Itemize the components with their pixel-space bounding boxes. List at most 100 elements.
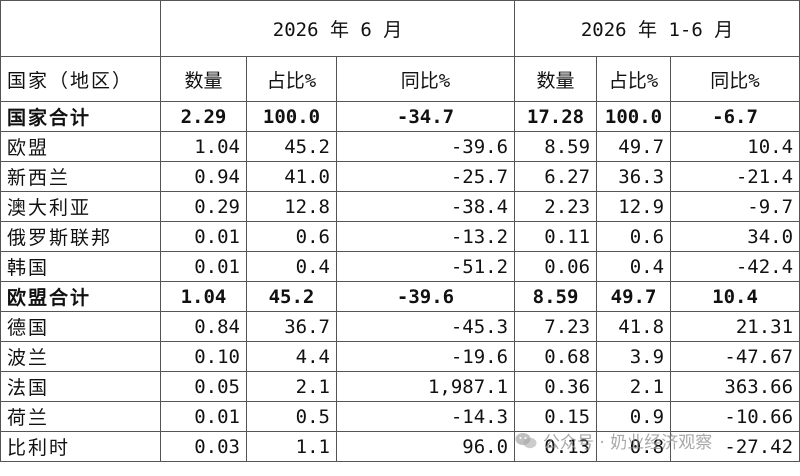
- ytd-qty-cell: 0.06: [514, 251, 598, 282]
- ytd-yoy-cell: -10.66: [670, 401, 800, 432]
- share-cell: 12.8: [246, 191, 337, 222]
- qty-cell: 1.04: [160, 281, 247, 312]
- share-cell: 41.0: [246, 161, 337, 192]
- yoy-cell: -45.3: [335, 311, 516, 342]
- ytd-qty-cell: 6.27: [514, 161, 598, 192]
- qty-cell: 0.05: [160, 371, 247, 402]
- column-header-row: 国家（地区） 数量 占比% 同比% 数量 占比% 同比%: [0, 56, 800, 102]
- yoy-cell: -39.6: [335, 281, 516, 312]
- ytd-share-cell: 2.1: [596, 371, 672, 402]
- ytd-yoy-cell: -9.7: [670, 191, 800, 222]
- yoy-cell: -25.7: [335, 161, 516, 192]
- yoy-cell: -38.4: [335, 191, 516, 222]
- table-row: 澳大利亚 0.29 12.8 -38.4 2.23 12.9 -9.7: [0, 191, 800, 222]
- ytd-share-cell: 36.3: [596, 161, 672, 192]
- ytd-share-cell: 12.9: [596, 191, 672, 222]
- ytd-yoy-column-header: 同比%: [670, 56, 800, 102]
- region-column-header: 国家（地区）: [0, 56, 161, 102]
- region-cell: 欧盟合计: [0, 281, 161, 312]
- qty-column-header: 数量: [160, 56, 247, 102]
- ytd-qty-cell: 0.36: [514, 371, 598, 402]
- share-cell: 45.2: [246, 281, 337, 312]
- table-row: 法国 0.05 2.1 1,987.1 0.36 2.1 363.66: [0, 371, 800, 402]
- share-column-header: 占比%: [246, 56, 337, 102]
- ytd-yoy-cell: -6.7: [670, 101, 800, 132]
- ytd-yoy-cell: 10.4: [670, 131, 800, 162]
- yoy-cell: -13.2: [335, 221, 516, 252]
- qty-cell: 0.29: [160, 191, 247, 222]
- region-cell: 韩国: [0, 251, 161, 282]
- ytd-yoy-cell: -21.4: [670, 161, 800, 192]
- qty-cell: 0.03: [160, 431, 247, 462]
- table-row: 比利时 0.03 1.1 96.0 0.13 0.8 -27.42: [0, 431, 800, 462]
- header-blank-cell: [0, 0, 161, 57]
- share-cell: 4.4: [246, 341, 337, 372]
- share-cell: 1.1: [246, 431, 337, 462]
- period-ytd-header: 2026 年 1-6 月: [514, 0, 800, 57]
- ytd-yoy-cell: 10.4: [670, 281, 800, 312]
- table-row: 荷兰 0.01 0.5 -14.3 0.15 0.9 -10.66: [0, 401, 800, 432]
- region-cell: 比利时: [0, 431, 161, 462]
- import-data-table: 2026 年 6 月 2026 年 1-6 月 国家（地区） 数量 占比% 同比…: [0, 0, 800, 462]
- yoy-cell: -34.7: [335, 101, 516, 132]
- share-cell: 0.5: [246, 401, 337, 432]
- qty-cell: 1.04: [160, 131, 247, 162]
- qty-cell: 0.01: [160, 251, 247, 282]
- ytd-yoy-cell: 21.31: [670, 311, 800, 342]
- region-cell: 国家合计: [0, 101, 161, 132]
- qty-cell: 0.10: [160, 341, 247, 372]
- yoy-cell: 1,987.1: [335, 371, 516, 402]
- qty-cell: 0.01: [160, 401, 247, 432]
- qty-cell: 0.84: [160, 311, 247, 342]
- ytd-qty-cell: 17.28: [514, 101, 598, 132]
- region-cell: 澳大利亚: [0, 191, 161, 222]
- ytd-yoy-cell: 363.66: [670, 371, 800, 402]
- ytd-share-cell: 3.9: [596, 341, 672, 372]
- region-cell: 欧盟: [0, 131, 161, 162]
- ytd-share-cell: 49.7: [596, 131, 672, 162]
- ytd-qty-cell: 2.23: [514, 191, 598, 222]
- table-row: 韩国 0.01 0.4 -51.2 0.06 0.4 -42.4: [0, 251, 800, 282]
- ytd-qty-cell: 8.59: [514, 131, 598, 162]
- table-row: 德国 0.84 36.7 -45.3 7.23 41.8 21.31: [0, 311, 800, 342]
- region-cell: 波兰: [0, 341, 161, 372]
- yoy-column-header: 同比%: [335, 56, 516, 102]
- qty-cell: 0.94: [160, 161, 247, 192]
- share-cell: 0.6: [246, 221, 337, 252]
- yoy-cell: 96.0: [335, 431, 516, 462]
- region-cell: 俄罗斯联邦: [0, 221, 161, 252]
- ytd-share-cell: 0.4: [596, 251, 672, 282]
- ytd-qty-cell: 0.13: [514, 431, 598, 462]
- yoy-cell: -39.6: [335, 131, 516, 162]
- ytd-yoy-cell: -27.42: [670, 431, 800, 462]
- ytd-yoy-cell: 34.0: [670, 221, 800, 252]
- ytd-share-cell: 0.9: [596, 401, 672, 432]
- region-cell: 法国: [0, 371, 161, 402]
- table-row: 波兰 0.10 4.4 -19.6 0.68 3.9 -47.67: [0, 341, 800, 372]
- share-cell: 45.2: [246, 131, 337, 162]
- ytd-qty-column-header: 数量: [514, 56, 598, 102]
- ytd-yoy-cell: -42.4: [670, 251, 800, 282]
- ytd-share-column-header: 占比%: [596, 56, 672, 102]
- region-cell: 德国: [0, 311, 161, 342]
- yoy-cell: -51.2: [335, 251, 516, 282]
- ytd-yoy-cell: -47.67: [670, 341, 800, 372]
- yoy-cell: -14.3: [335, 401, 516, 432]
- share-cell: 36.7: [246, 311, 337, 342]
- table-row: 欧盟 1.04 45.2 -39.6 8.59 49.7 10.4: [0, 131, 800, 162]
- region-cell: 新西兰: [0, 161, 161, 192]
- ytd-share-cell: 0.6: [596, 221, 672, 252]
- ytd-share-cell: 0.8: [596, 431, 672, 462]
- ytd-qty-cell: 0.11: [514, 221, 598, 252]
- ytd-qty-cell: 0.15: [514, 401, 598, 432]
- table-row: 欧盟合计 1.04 45.2 -39.6 8.59 49.7 10.4: [0, 281, 800, 312]
- share-cell: 0.4: [246, 251, 337, 282]
- qty-cell: 2.29: [160, 101, 247, 132]
- ytd-qty-cell: 7.23: [514, 311, 598, 342]
- period-month-header: 2026 年 6 月: [159, 0, 516, 57]
- ytd-share-cell: 49.7: [596, 281, 672, 312]
- ytd-share-cell: 41.8: [596, 311, 672, 342]
- ytd-qty-cell: 8.59: [514, 281, 598, 312]
- ytd-qty-cell: 0.68: [514, 341, 598, 372]
